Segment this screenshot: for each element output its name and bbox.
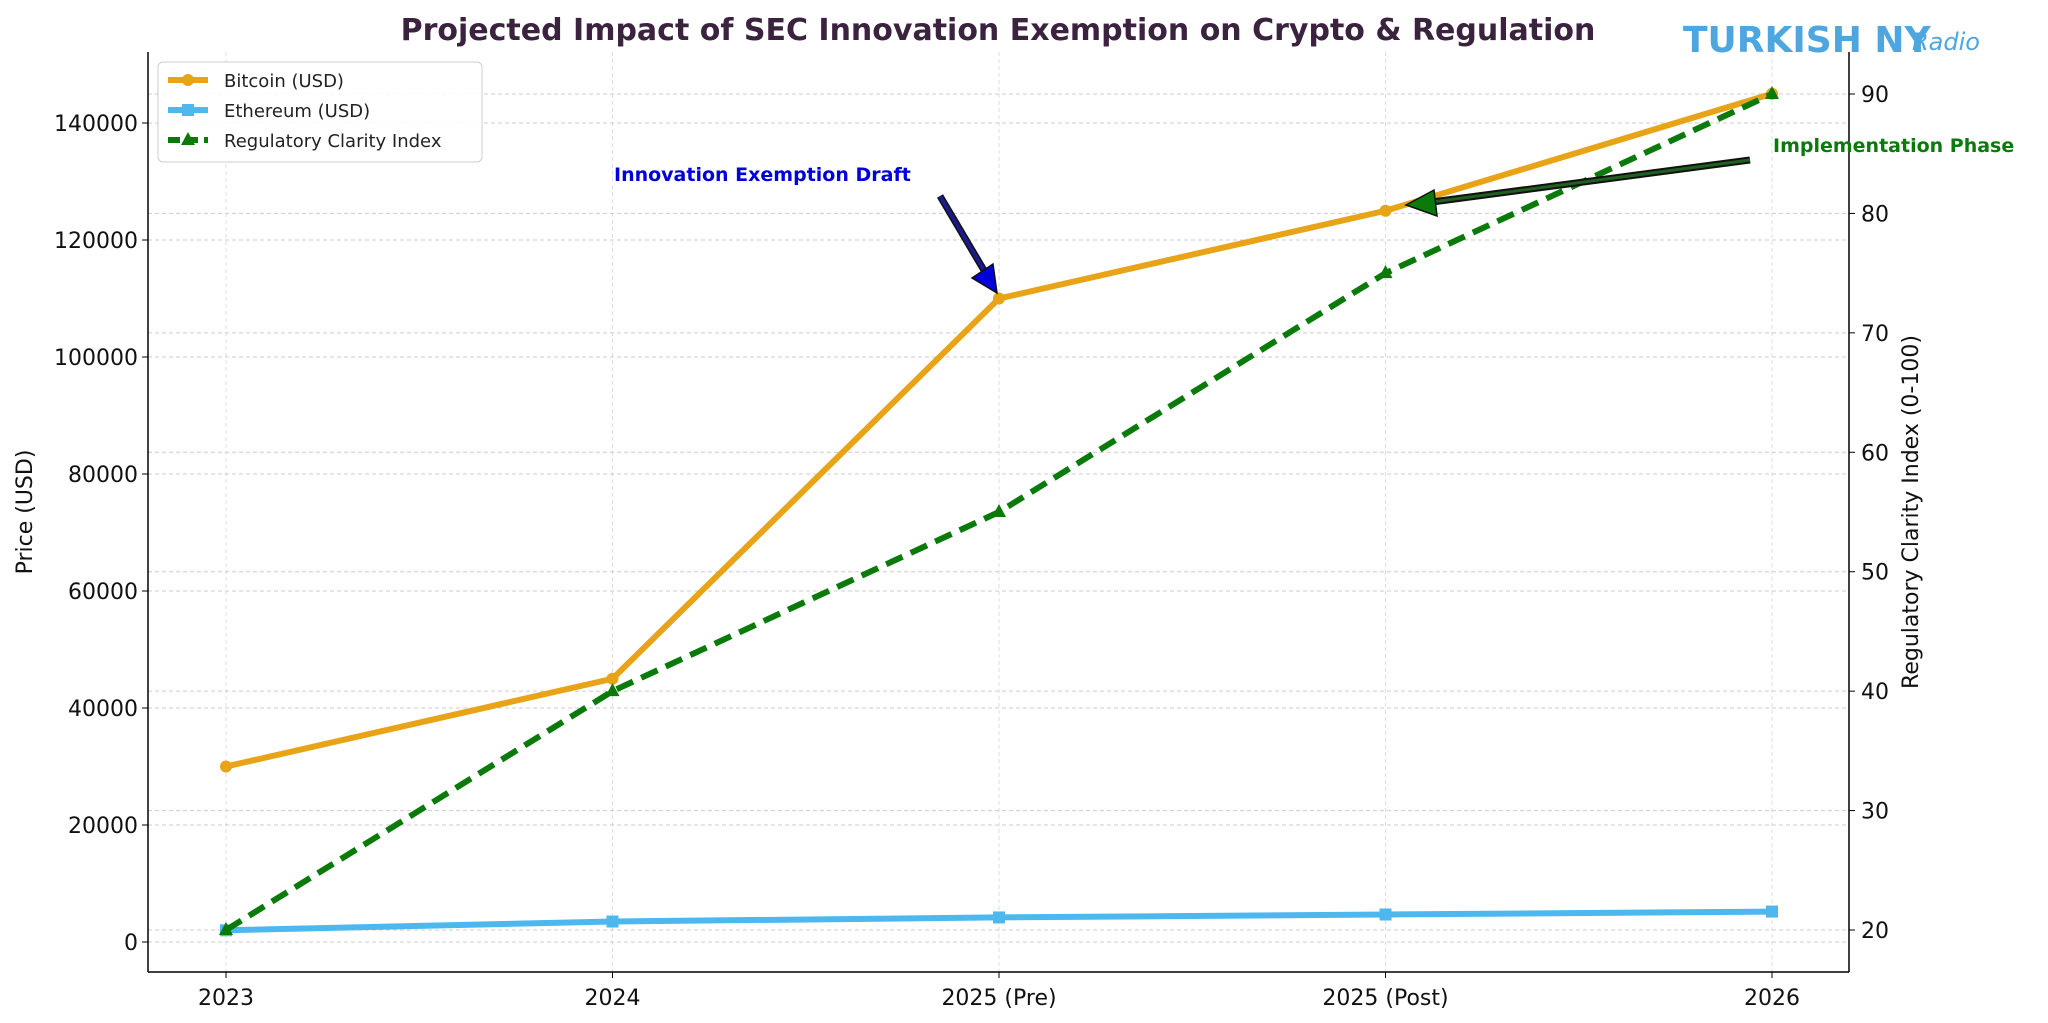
annotation-innovation-exemption-draft: Innovation Exemption Draft bbox=[614, 164, 911, 186]
data-point bbox=[1378, 265, 1393, 279]
y-axis-label: Price (USD) bbox=[13, 450, 38, 575]
annotations: Innovation Exemption Draft Implementation… bbox=[614, 135, 2014, 295]
y-right-tick-label: 20 bbox=[1861, 919, 1889, 944]
data-point bbox=[181, 132, 195, 145]
x-tick-label: 2025 (Post) bbox=[1322, 986, 1448, 1011]
y-right-tick-label: 90 bbox=[1861, 83, 1889, 108]
data-point bbox=[220, 760, 232, 773]
data-point bbox=[1765, 86, 1779, 99]
legend: Bitcoin (USD) Ethereum (USD) Regulatory Cl… bbox=[157, 61, 483, 163]
legend-item: Ethereum (USD) bbox=[168, 101, 370, 122]
y-right-axis-label: Regulatory Clarity Index (0-100) bbox=[1899, 335, 1924, 689]
svg-text:Radio: Radio bbox=[1912, 28, 1980, 56]
data-point bbox=[1766, 905, 1778, 918]
data-point bbox=[993, 911, 1005, 924]
y-right-tick-label: 30 bbox=[1861, 800, 1889, 825]
annotation-arrow-shaft bbox=[1431, 158, 1751, 204]
data-point bbox=[1379, 204, 1392, 217]
y-right-tick-label: 50 bbox=[1861, 561, 1889, 586]
legend-label: Regulatory Clarity Index bbox=[224, 131, 442, 152]
annotation-arrow-head bbox=[1404, 188, 1438, 218]
legend-box bbox=[157, 61, 483, 163]
y-right-tick-label: 70 bbox=[1861, 322, 1889, 347]
watermark-logo: TURKISH NY Radio bbox=[1683, 20, 1980, 61]
y-tick-label: 20000 bbox=[68, 814, 138, 839]
y-tick-label: 40000 bbox=[68, 697, 138, 722]
x-tick-label: 2025 (Pre) bbox=[941, 986, 1056, 1011]
legend-label: Bitcoin (USD) bbox=[224, 71, 344, 92]
y-tick-label: 100000 bbox=[54, 346, 138, 371]
data-point bbox=[182, 104, 194, 116]
x-tick-label: 2023 bbox=[198, 986, 254, 1011]
chart-title: Projected Impact of SEC Innovation Exemp… bbox=[401, 13, 1596, 48]
data-point bbox=[182, 74, 194, 86]
annotation-implementation-phase: Implementation Phase bbox=[1773, 135, 2014, 157]
axes: 2023 2024 2025 (Pre) 2025 (Post) 2026 0 20000 4… bbox=[13, 52, 1924, 1011]
data-point bbox=[606, 915, 619, 928]
annotation-arrow-shaft bbox=[938, 194, 987, 274]
legend-item: Regulatory Clarity Index bbox=[168, 131, 442, 152]
y-tick-label: 0 bbox=[124, 931, 138, 956]
annotation-arrow-head bbox=[970, 262, 998, 295]
data-point bbox=[605, 683, 620, 697]
grid bbox=[148, 52, 1849, 972]
data-point bbox=[219, 922, 233, 935]
data-point bbox=[993, 292, 1005, 305]
y-tick-label: 80000 bbox=[68, 463, 138, 488]
x-tick-label: 2026 bbox=[1744, 986, 1800, 1011]
series bbox=[219, 86, 1779, 937]
y-right-tick-label: 60 bbox=[1861, 441, 1889, 466]
series-regulatory-clarity-index bbox=[219, 86, 1779, 935]
legend-item: Bitcoin (USD) bbox=[168, 71, 344, 92]
data-point bbox=[606, 672, 619, 685]
data-point bbox=[992, 504, 1006, 517]
svg-text:TURKISH NY: TURKISH NY bbox=[1683, 20, 1932, 61]
y-tick-label: 60000 bbox=[68, 580, 138, 605]
y-right-tick-label: 40 bbox=[1861, 680, 1889, 705]
data-point bbox=[1379, 908, 1392, 921]
y-tick-label: 140000 bbox=[54, 112, 138, 137]
legend-label: Ethereum (USD) bbox=[224, 101, 370, 122]
series-ethereum-usd- bbox=[220, 905, 1778, 937]
y-tick-label: 120000 bbox=[54, 229, 138, 254]
y-right-tick-label: 80 bbox=[1861, 202, 1889, 227]
x-tick-label: 2024 bbox=[585, 986, 641, 1011]
